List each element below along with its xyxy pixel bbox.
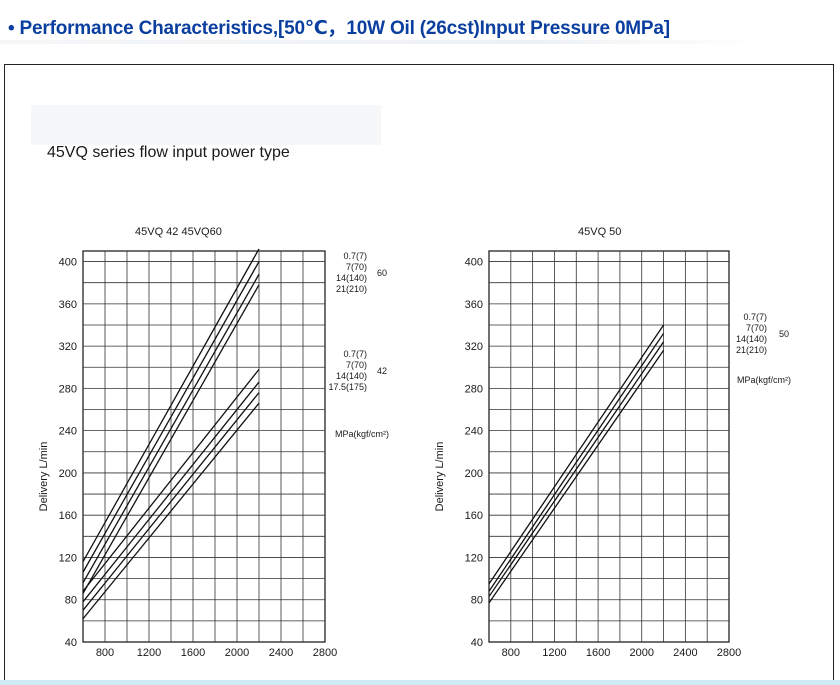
legend-entry: 14(140) (336, 371, 367, 381)
legend-model: 42 (377, 366, 387, 376)
series-line-42-14(140) (82, 392, 260, 611)
y-tick-label: 40 (471, 637, 483, 649)
legend-entry: 7(70) (346, 262, 367, 272)
charts-layer: 40 80 120 160 200 240 280 320 360 400 800 1200 1600 2… (38, 226, 791, 659)
y-tick-label: 280 (465, 383, 483, 395)
x-tick-label: 2000 (225, 647, 249, 659)
x-tick-label: 1200 (137, 647, 161, 659)
plot-frame (82, 250, 326, 643)
legend-entry: 0.7(7) (743, 312, 767, 322)
y-tick-label: 320 (465, 341, 483, 353)
x-tick-label: 2400 (673, 647, 697, 659)
legend-entry: 0.7(7) (343, 251, 367, 261)
series-line-60-0.7(7) (82, 248, 260, 563)
y-tick-label: 80 (471, 595, 483, 607)
x-tick-label: 2800 (717, 647, 741, 659)
x-tick-label: 2400 (269, 647, 293, 659)
chart-title: 45VQ 50 (578, 226, 621, 238)
y-tick-label: 360 (59, 299, 77, 311)
y-tick-label: 240 (465, 426, 483, 438)
series-line-50-7(70) (488, 333, 665, 592)
y-axis-label: Delivery L/min (38, 442, 50, 512)
figure-frame: 45VQ series flow input power type 40 80 12… (4, 64, 834, 685)
figure-heading: 45VQ series flow input power type (47, 144, 290, 161)
y-tick-label: 400 (59, 257, 77, 269)
series-line-50-21(210) (488, 349, 665, 604)
legend-model: 60 (377, 268, 387, 278)
y-tick-label: 240 (59, 426, 77, 438)
legend-entry: 21(210) (336, 284, 367, 294)
bottom-strip (0, 680, 840, 685)
legend-entry: 21(210) (736, 345, 767, 355)
y-tick-label: 200 (465, 468, 483, 480)
y-tick-label: 120 (59, 552, 77, 564)
y-tick-label: 160 (59, 510, 77, 522)
legend-model: 50 (779, 329, 789, 339)
series-line-42-7(70) (82, 381, 260, 603)
series-line-50-0.7(7) (488, 324, 665, 585)
plot-frame (488, 250, 730, 643)
x-tick-label: 1200 (542, 647, 566, 659)
unit-label: MPa(kgf/cm²) (335, 429, 389, 439)
legend-entry: 7(70) (346, 360, 367, 370)
y-tick-label: 200 (59, 468, 77, 480)
page-title: • Performance Characteristics,[50℃，10W O… (8, 18, 670, 39)
series-line-42-0.7(7) (82, 368, 260, 592)
heading-backdrop (31, 105, 381, 145)
y-tick-label: 160 (465, 510, 483, 522)
series-line-42-17.5(175) (82, 402, 260, 620)
series-line-60-14(140) (82, 273, 260, 584)
legend-entry: 14(140) (736, 334, 767, 344)
series-line-60-7(70) (82, 261, 260, 573)
y-tick-label: 80 (65, 595, 77, 607)
unit-label: MPa(kgf/cm²) (737, 375, 791, 385)
x-tick-label: 2800 (313, 647, 337, 659)
figure-canvas: 45VQ series flow input power type 40 80 12… (31, 105, 791, 659)
legend-entry: 7(70) (746, 323, 767, 333)
x-tick-label: 2000 (629, 647, 653, 659)
y-axis-label: Delivery L/min (434, 442, 446, 512)
header-divider (0, 40, 770, 44)
legend-entry: 14(140) (336, 273, 367, 283)
y-tick-label: 400 (465, 257, 483, 269)
x-tick-label: 1600 (181, 647, 205, 659)
series-line-50-14(140) (488, 341, 665, 597)
chart-1: 40 80 120 160 200 240 280 320 360 400 800 1200 1600 2… (38, 226, 389, 659)
series-line-60-21(210) (82, 284, 260, 594)
y-tick-label: 120 (465, 552, 483, 564)
legend-entry: 17.5(175) (328, 382, 367, 392)
chart-2: 40 80 120 160 200 240 280 320 360 400 800 1200 1600 2… (434, 226, 791, 659)
chart-title: 45VQ 42 45VQ60 (135, 226, 222, 238)
legend-entry: 0.7(7) (343, 349, 367, 359)
y-tick-label: 320 (59, 341, 77, 353)
header-band: • Performance Characteristics,[50℃，10W O… (0, 0, 840, 46)
y-tick-label: 280 (59, 383, 77, 395)
x-tick-label: 1600 (586, 647, 610, 659)
x-tick-label: 800 (96, 647, 114, 659)
y-tick-label: 40 (65, 637, 77, 649)
y-tick-label: 360 (465, 299, 483, 311)
x-tick-label: 800 (502, 647, 520, 659)
